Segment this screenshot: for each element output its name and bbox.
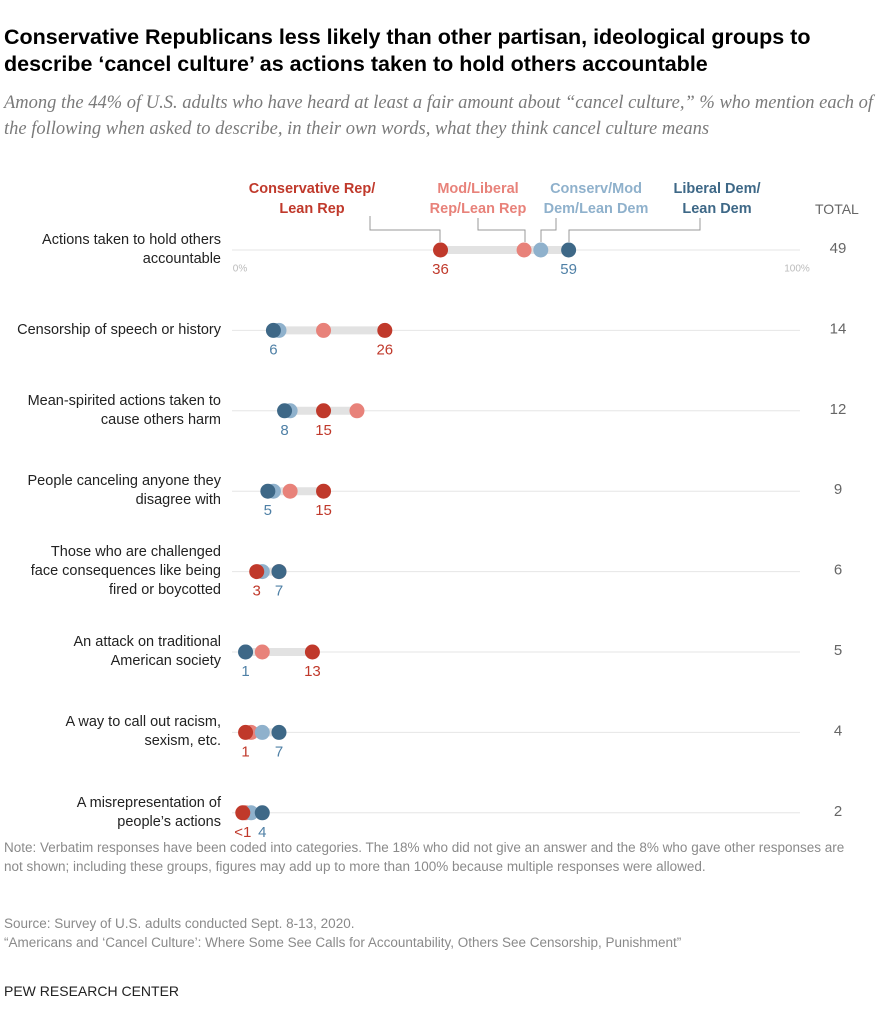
dot [235, 805, 251, 821]
dot [304, 644, 320, 660]
category-label: Those who are challenged face consequenc… [30, 544, 221, 599]
value-label: 7 [275, 583, 283, 600]
x-tick-label: 0% [233, 264, 248, 275]
category-label: An attack on traditional American societ… [73, 634, 221, 669]
dot [271, 724, 287, 740]
value-label: 8 [280, 422, 288, 439]
connector [477, 218, 526, 242]
dot [516, 242, 532, 258]
value-label: 1 [241, 663, 249, 680]
dot [349, 403, 365, 419]
note: Note: Verbatim responses have been coded… [4, 840, 845, 874]
dot [260, 483, 276, 499]
credit: PEW RESEARCH CENTER [4, 983, 180, 999]
legend-label: Conserv/Mod Dem/Lean Dem [543, 181, 649, 217]
legend-label: Conservative Rep/ Lean Rep [248, 181, 376, 217]
value-label: 1 [241, 743, 249, 760]
dot [249, 564, 265, 580]
x-tick-label: 100% [784, 264, 810, 275]
legend-label: Liberal Dem/ Lean Dem [673, 181, 761, 217]
dot [316, 322, 332, 338]
value-label: 7 [275, 743, 283, 760]
dot [265, 322, 281, 338]
dot [271, 564, 287, 580]
dot [238, 644, 254, 660]
value-label: 4 [258, 824, 266, 841]
dot [254, 724, 270, 740]
value-label: 36 [432, 261, 449, 278]
total-value: 14 [830, 320, 847, 337]
dot [254, 805, 270, 821]
dot [433, 242, 449, 258]
source: Source: Survey of U.S. adults conducted … [4, 916, 355, 931]
total-value: 9 [834, 481, 842, 498]
category-label: Censorship of speech or history [17, 321, 221, 338]
category-label: People canceling anyone they disagree wi… [27, 473, 221, 509]
dot [254, 644, 270, 660]
connector [369, 216, 441, 242]
total-value: 4 [834, 722, 842, 739]
value-label: 6 [269, 341, 277, 358]
value-label: 26 [376, 341, 393, 358]
category-label: Mean-spirited actions taken to cause oth… [27, 392, 221, 428]
connector [568, 218, 701, 242]
dot [282, 483, 298, 499]
value-label: 59 [560, 261, 577, 278]
category-label: A way to call out racism, sexism, etc. [65, 714, 221, 750]
total-value: 2 [834, 803, 842, 820]
value-label: <1 [234, 824, 251, 841]
legend-connectors [369, 216, 701, 242]
chart-title: Conservative Republicans less likely tha… [4, 25, 811, 76]
dot [561, 242, 577, 258]
category-label: A misrepresentation of people’s actions [76, 794, 221, 830]
category-label: Actions taken to hold others accountable [42, 232, 221, 267]
value-label: 3 [253, 583, 261, 600]
chart-subtitle: Among the 44% of U.S. adults who have he… [4, 93, 874, 139]
dot [316, 403, 332, 419]
dot [277, 403, 293, 419]
total-value: 49 [830, 240, 847, 257]
total-value: 12 [830, 401, 847, 418]
value-label: 15 [315, 422, 332, 439]
dot [533, 242, 549, 258]
dot [316, 483, 332, 499]
total-value: 6 [834, 562, 842, 579]
total-header: TOTAL [815, 201, 859, 217]
value-label: 5 [264, 502, 272, 519]
dot [238, 724, 254, 740]
connector [540, 218, 557, 242]
report: “Americans and ‘Cancel Culture’: Where S… [4, 935, 682, 950]
legend-label: Mod/Liberal Rep/Lean Rep [429, 181, 527, 217]
value-label: 15 [315, 502, 332, 519]
dot [377, 322, 393, 338]
value-label: 13 [304, 663, 321, 680]
total-value: 5 [834, 642, 842, 659]
